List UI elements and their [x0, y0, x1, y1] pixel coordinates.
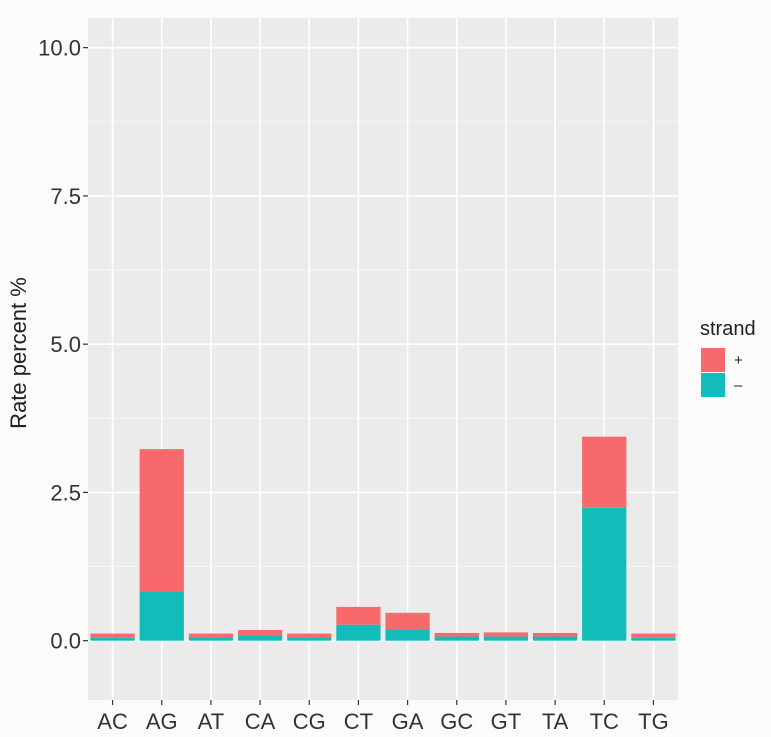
- bar-ct-minus-strand: [336, 624, 381, 641]
- bar-ca-plus-strand: [237, 630, 283, 636]
- legend-title: strand: [700, 318, 756, 340]
- x-tick-label: TA: [542, 709, 569, 734]
- legend-label-minus: –: [734, 377, 743, 394]
- y-axis: 0.0 2.5 5.0 7.5 10.0: [38, 36, 88, 654]
- legend-key-plus: [701, 348, 725, 372]
- bar-ag-minus-strand: [139, 591, 184, 641]
- x-tick-label: TC: [590, 709, 619, 734]
- bar-tg-minus-strand: [631, 637, 676, 641]
- legend-key-minus: [701, 373, 725, 397]
- legend-label-plus: +: [734, 352, 743, 369]
- bar-gc-minus-strand: [434, 636, 479, 641]
- bar-cg-plus-strand: [287, 633, 332, 638]
- x-tick-label: CT: [344, 709, 373, 734]
- x-tick-label: CG: [293, 709, 326, 734]
- bar-cg-minus-strand: [287, 637, 332, 641]
- y-tick-label: 7.5: [50, 184, 81, 209]
- bar-ta-minus-strand: [532, 636, 578, 641]
- bar-at-minus-strand: [188, 637, 234, 641]
- y-axis-title: Rate percent %: [6, 277, 31, 429]
- x-axis: AC AG AT CA CG CT GA GC GT TA TC TG: [97, 700, 669, 734]
- x-tick-label: AG: [146, 709, 178, 734]
- bar-ca-minus-strand: [237, 635, 283, 641]
- y-tick-label: 5.0: [50, 332, 81, 357]
- bars: [90, 436, 676, 641]
- x-tick-label: GT: [491, 709, 522, 734]
- x-tick-label: GA: [392, 709, 424, 734]
- bar-gt-plus-strand: [483, 632, 529, 637]
- y-tick-label: 2.5: [50, 480, 81, 505]
- bar-ac-minus-strand: [90, 637, 135, 641]
- minor-gridlines: [88, 121, 678, 567]
- bar-ag-plus-strand: [139, 449, 184, 592]
- x-tick-label: GC: [440, 709, 473, 734]
- y-tick-label: 10.0: [38, 36, 81, 61]
- y-tick-label: 0.0: [50, 629, 81, 654]
- bar-tc-plus-strand: [582, 436, 627, 508]
- bar-tc-minus-strand: [582, 507, 627, 641]
- x-tick-label: AC: [97, 709, 128, 734]
- bar-ga-minus-strand: [385, 629, 430, 641]
- x-tick-label: CA: [245, 709, 276, 734]
- bar-tg-plus-strand: [631, 633, 676, 638]
- bar-ta-plus-strand: [532, 632, 578, 637]
- bar-ac-plus-strand: [90, 633, 135, 638]
- bar-at-plus-strand: [188, 633, 234, 638]
- bar-gt-minus-strand: [483, 636, 529, 641]
- x-tick-label: TG: [638, 709, 669, 734]
- x-tick-label: AT: [198, 709, 224, 734]
- plot-panel: [88, 18, 678, 700]
- bar-ct-plus-strand: [336, 606, 381, 625]
- legend: strand + –: [700, 318, 756, 397]
- bar-gc-plus-strand: [434, 632, 479, 637]
- bar-ga-plus-strand: [385, 612, 430, 630]
